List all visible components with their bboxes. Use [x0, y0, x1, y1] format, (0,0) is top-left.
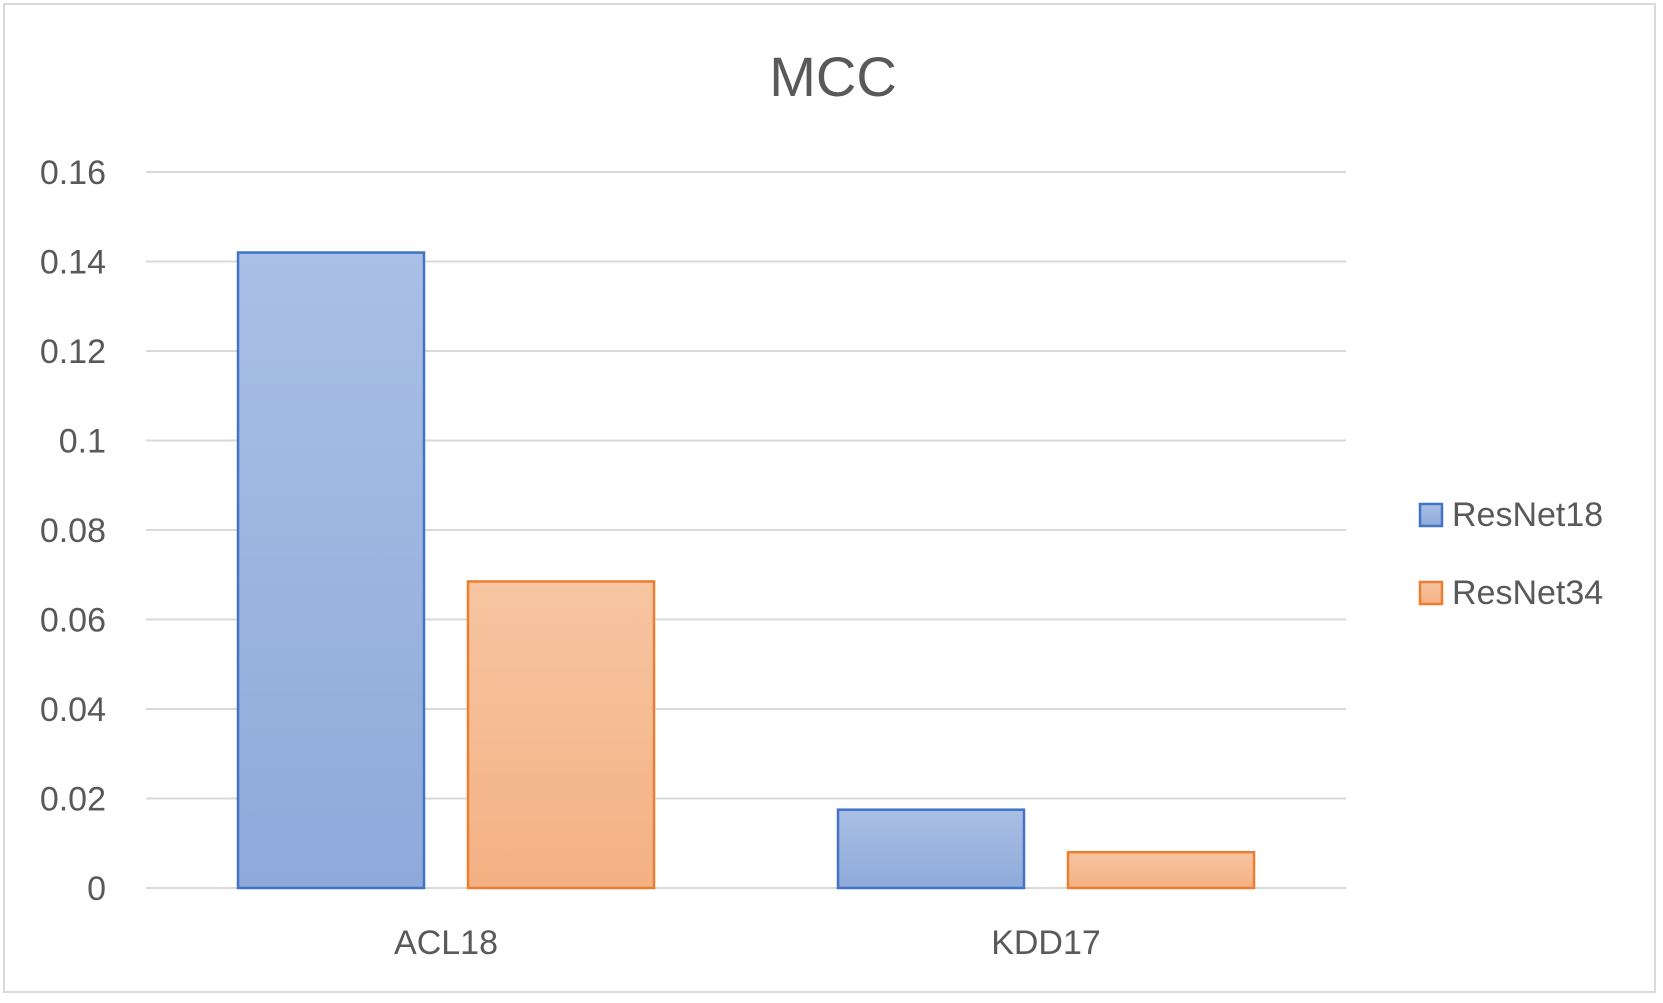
- chart-title: MCC: [769, 45, 897, 108]
- bars: [236, 251, 1256, 890]
- legend-swatch: [1418, 502, 1444, 528]
- bar-resnet18-kdd17: [836, 808, 1026, 890]
- x-tick-label: ACL18: [394, 924, 498, 962]
- y-tick-label: 0.14: [40, 244, 106, 282]
- legend: ResNet18 ResNet34: [1418, 496, 1603, 612]
- y-tick-label: 0.06: [40, 602, 106, 640]
- y-tick-label: 0.04: [40, 691, 106, 729]
- legend-label: ResNet34: [1452, 574, 1603, 612]
- legend-label: ResNet18: [1452, 496, 1603, 534]
- y-tick-label: 0.16: [40, 154, 106, 192]
- x-axis-ticks: ACL18 KDD17: [394, 924, 1101, 962]
- y-tick-label: 0.08: [40, 512, 106, 550]
- x-tick-label: KDD17: [991, 924, 1101, 962]
- y-tick-label: 0.02: [40, 781, 106, 819]
- legend-swatch: [1418, 580, 1444, 606]
- y-tick-label: 0.12: [40, 333, 106, 371]
- bar-resnet34-kdd17: [1066, 850, 1256, 890]
- y-axis-ticks: 0 0.02 0.04 0.06 0.08 0.1 0.12 0.14 0.16: [40, 154, 106, 908]
- bar-resnet34-acl18: [466, 580, 656, 890]
- y-tick-label: 0.1: [59, 423, 106, 461]
- y-tick-label: 0: [87, 870, 106, 908]
- bar-resnet18-acl18: [236, 251, 426, 890]
